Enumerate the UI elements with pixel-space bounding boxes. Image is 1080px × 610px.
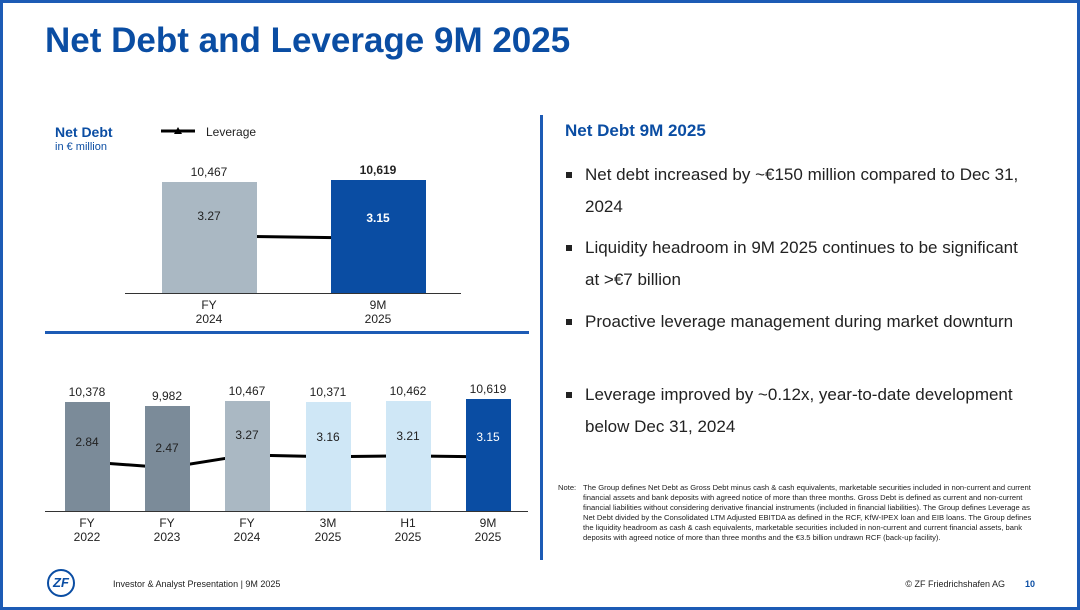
bullet-marker <box>566 319 572 325</box>
bar <box>385 400 431 511</box>
logo: ZF <box>47 569 75 597</box>
page-number: 10 <box>1025 579 1036 589</box>
value-label: 10,467 <box>228 383 266 398</box>
bar <box>144 405 190 511</box>
leverage-label: 2.84 <box>75 434 99 449</box>
value-label: 10,462 <box>389 383 427 398</box>
value-label: 10,619 <box>469 382 507 396</box>
bullet-marker <box>566 172 572 178</box>
bar <box>305 401 351 511</box>
footer-right: © ZF Friedrichshafen AG <box>905 579 1005 589</box>
value-label: 10,378 <box>68 384 106 399</box>
x-axis <box>45 511 528 512</box>
x-tick-label: FY 2024 <box>233 516 261 544</box>
bar <box>161 181 257 293</box>
legend-marker <box>174 127 182 134</box>
bullet-marker <box>566 392 572 398</box>
note: Note: The Group defines Net Debt as Gros… <box>558 483 1036 543</box>
bullet-marker <box>566 245 572 251</box>
legend-label: Leverage <box>206 125 257 139</box>
leverage-label: 2.47 <box>155 440 179 455</box>
x-tick-label: FY 2022 <box>73 516 101 544</box>
footer-left: Investor & Analyst Presentation | 9M 202… <box>113 579 281 589</box>
value-label: 10,371 <box>309 384 347 399</box>
chart-subtitle: in € million <box>55 141 107 153</box>
x-tick-label: FY 2024 <box>195 298 223 326</box>
leverage-label: 3.27 <box>235 427 259 442</box>
x-tick-label: H1 2025 <box>394 516 422 544</box>
value-label: 10,467 <box>190 164 228 179</box>
note-label: Note: <box>558 483 577 492</box>
value-label: 10,619 <box>359 163 397 177</box>
bar <box>330 180 426 293</box>
bullet: Liquidity headroom in 9M 2025 continues … <box>585 238 1018 289</box>
bar <box>224 400 270 511</box>
leverage-label: 3.15 <box>476 429 500 444</box>
leverage-label: 3.16 <box>316 429 340 444</box>
note-text: The Group defines Net Debt as Gross Debt… <box>583 483 1032 542</box>
x-axis <box>125 293 461 294</box>
bar <box>64 401 110 511</box>
chart-title: Net Debt <box>55 124 113 140</box>
x-tick-label: 3M 2025 <box>314 516 342 544</box>
bar <box>465 399 511 511</box>
heading: Net Debt 9M 2025 <box>565 121 706 140</box>
leverage-label: 3.15 <box>366 211 390 226</box>
value-label: 9,982 <box>151 388 183 403</box>
divider <box>45 331 529 334</box>
x-tick-label: 9M 2025 <box>364 298 392 326</box>
bullet: Proactive leverage management during mar… <box>585 312 1014 331</box>
x-tick-label: FY 2023 <box>153 516 181 544</box>
x-tick-label: 9M 2025 <box>474 516 502 544</box>
slide-title: Net Debt and Leverage 9M 2025 <box>45 21 571 60</box>
divider <box>540 115 543 560</box>
bullet: Leverage improved by ~0.12x, year-to-dat… <box>585 385 1013 436</box>
bullet: Net debt increased by ~€150 million comp… <box>585 165 1019 216</box>
leverage-label: 3.27 <box>197 208 221 223</box>
leverage-label: 3.21 <box>396 428 420 443</box>
